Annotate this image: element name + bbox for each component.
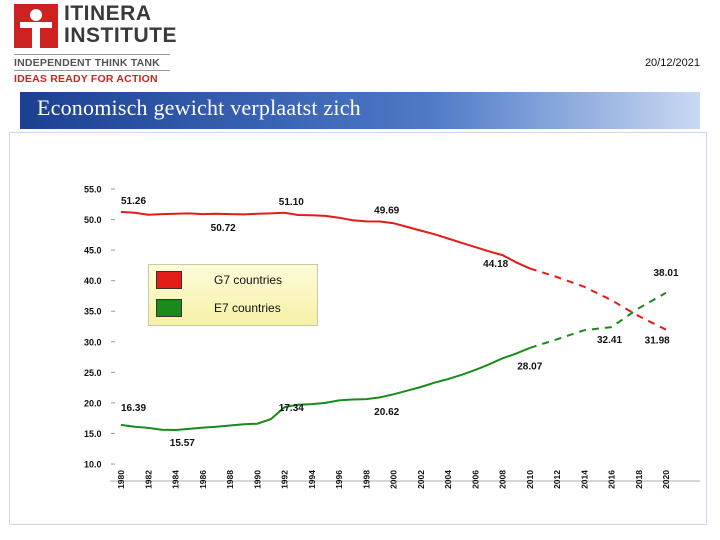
x-tick-label: 2014	[579, 470, 589, 489]
legend-swatch-e7	[156, 299, 182, 317]
legend-label-g7: G7 countries	[214, 273, 283, 287]
data-label-e7: 15.57	[170, 438, 195, 449]
y-tick-label: 35.0	[84, 307, 102, 317]
legend-label-e7: E7 countries	[214, 301, 281, 315]
x-tick-label: 1994	[307, 470, 317, 489]
x-tick-label: 1988	[225, 470, 235, 489]
data-label-g7: 31.98	[645, 336, 670, 347]
y-tick-label: 10.0	[84, 460, 102, 470]
chart-legend: G7 countries E7 countries	[148, 264, 318, 326]
x-tick-label: 2010	[525, 470, 535, 489]
x-tick-label: 1996	[334, 470, 344, 489]
data-label-g7: 50.72	[211, 223, 236, 234]
logo-tagline2: IDEAS READY FOR ACTION	[14, 70, 170, 85]
x-tick-label: 2020	[661, 470, 671, 489]
x-tick-label: 2000	[389, 470, 399, 489]
x-tick-label: 1998	[361, 470, 371, 489]
series-projection-g7	[529, 267, 667, 331]
logo-tagline1: INDEPENDENT THINK TANK	[14, 54, 170, 69]
slide-title: Economisch gewicht verplaatst zich	[37, 95, 361, 120]
logo-name-line1: ITINERA	[64, 2, 152, 25]
data-label-e7: 38.01	[653, 268, 678, 279]
y-tick-label: 25.0	[84, 368, 102, 378]
x-tick-label: 2008	[498, 470, 508, 489]
x-tick-label: 1984	[171, 470, 181, 489]
x-tick-label: 2002	[416, 470, 426, 489]
x-tick-label: 1990	[252, 470, 262, 489]
series-projection-e7	[529, 291, 667, 349]
data-label-e7: 32.41	[597, 335, 622, 346]
logo-name-line2: INSTITUTE	[64, 24, 177, 47]
x-tick-label: 2012	[552, 470, 562, 489]
itinera-logo-icon	[14, 4, 58, 48]
data-label-g7: 51.26	[121, 196, 146, 207]
y-tick-label: 40.0	[84, 276, 102, 286]
y-tick-label: 55.0	[84, 185, 102, 195]
x-tick-label: 2016	[607, 470, 617, 489]
data-label-g7: 44.18	[483, 259, 508, 270]
y-tick-label: 15.0	[84, 429, 102, 439]
title-bar: Economisch gewicht verplaatst zich	[20, 92, 700, 129]
x-tick-label: 1986	[198, 470, 208, 489]
data-label-e7: 17.34	[279, 403, 304, 414]
legend-item-g7: G7 countries	[149, 271, 317, 291]
x-tick-label: 2004	[443, 470, 453, 489]
legend-item-e7: E7 countries	[149, 299, 317, 319]
data-label-g7: 51.10	[279, 197, 304, 208]
data-label-e7: 28.07	[517, 362, 542, 373]
x-tick-label: 2006	[470, 470, 480, 489]
x-tick-label: 2018	[634, 470, 644, 489]
x-tick-label: 1992	[280, 470, 290, 489]
chart-frame	[9, 132, 707, 525]
data-label-g7: 49.69	[374, 205, 399, 216]
series-line-g7	[120, 210, 531, 270]
data-label-e7: 16.39	[121, 403, 146, 414]
series-line-e7	[120, 346, 531, 432]
y-tick-label: 30.0	[84, 337, 102, 347]
slide-date: 20/12/2021	[644, 57, 700, 69]
y-tick-label: 45.0	[84, 246, 102, 256]
itinera-logo: ITINERA INSTITUTE INDEPENDENT THINK TANK…	[12, 2, 177, 85]
x-tick-label: 1980	[116, 470, 126, 489]
y-tick-label: 20.0	[84, 398, 102, 408]
y-tick-label: 50.0	[84, 215, 102, 225]
legend-swatch-g7	[156, 271, 182, 289]
data-label-e7: 20.62	[374, 407, 399, 418]
x-tick-label: 1982	[143, 470, 153, 489]
